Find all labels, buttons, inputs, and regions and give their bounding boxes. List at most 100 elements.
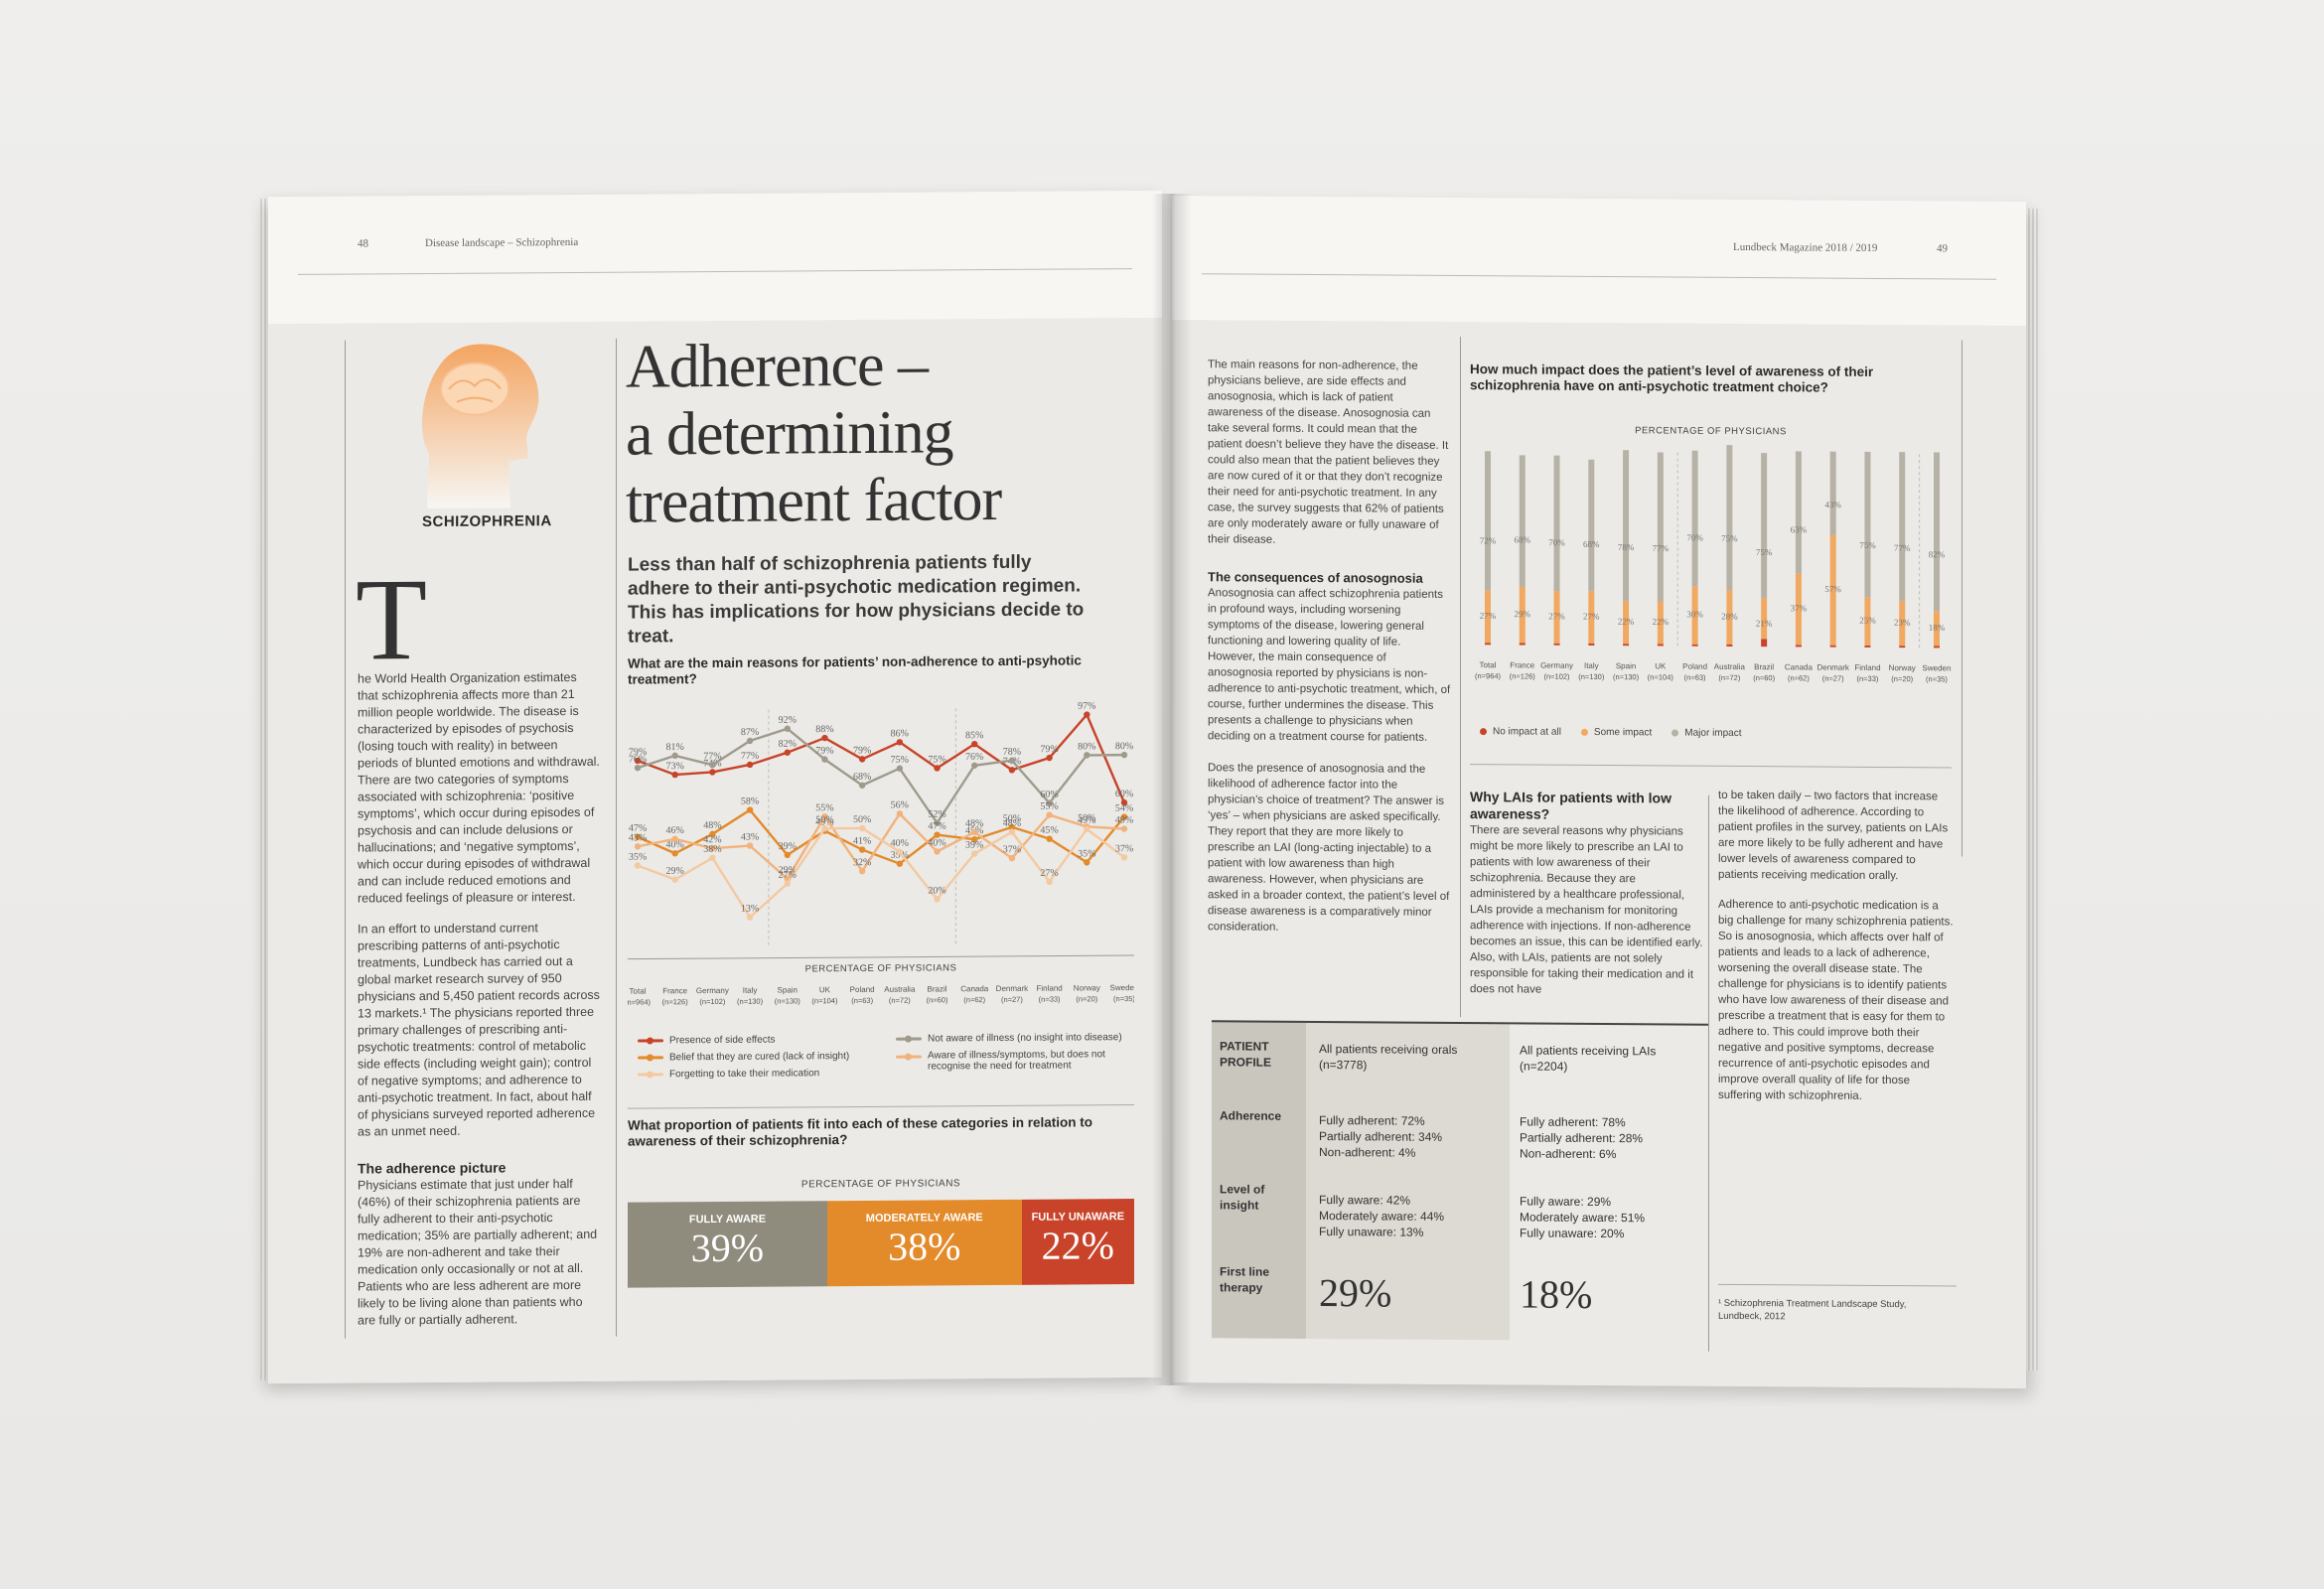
data-point	[1046, 799, 1053, 806]
series-line-0	[637, 712, 1126, 803]
magazine-title: Lundbeck Magazine 2018 / 2019	[1733, 240, 1878, 254]
bar-label-some: 37%	[1791, 603, 1808, 613]
bar-label-major: 82%	[1929, 549, 1946, 559]
bar-label-major: 77%	[1653, 543, 1670, 553]
bar-label-some: 27%	[1583, 612, 1600, 622]
header-rule-right	[1202, 273, 1996, 280]
lais-insight: Fully aware: 29% Moderately aware: 51% Ful…	[1520, 1194, 1646, 1241]
data-label: 79%	[853, 745, 871, 756]
data-label: 35%	[629, 851, 647, 862]
bar-segment	[1934, 646, 1940, 649]
bar-segment	[1588, 591, 1595, 645]
bar-label-some: 18%	[1929, 623, 1946, 633]
data-label: 82%	[779, 739, 797, 750]
legend-no-impact: No impact at all	[1480, 726, 1561, 738]
bar-segment	[1726, 590, 1733, 645]
data-point	[709, 830, 716, 838]
data-point	[896, 765, 904, 772]
tick-label: France	[662, 986, 687, 995]
data-point	[671, 752, 678, 760]
data-label: 50%	[853, 814, 871, 825]
conclusion-paragraph: Adherence to anti-psychotic medication i…	[1718, 898, 1954, 1102]
data-label: 76%	[965, 752, 983, 763]
data-label: 80%	[1115, 741, 1133, 752]
data-point	[1046, 878, 1053, 886]
data-point	[709, 762, 716, 769]
tick-label-n: (n=102)	[699, 997, 726, 1006]
data-point	[934, 848, 941, 855]
tick-label-n: (n=964)	[1475, 671, 1502, 680]
data-label: 86%	[891, 728, 909, 739]
orals-adherence: Fully adherent: 72% Partially adherent: 3…	[1319, 1113, 1443, 1160]
legend-item-belief-cured: Belief that they are cured (lack of insi…	[638, 1051, 896, 1064]
data-point	[746, 737, 754, 745]
series-line-3	[637, 811, 1125, 881]
data-label: 52%	[928, 809, 945, 820]
data-point	[934, 819, 941, 826]
bar-label-some: 27%	[1480, 611, 1497, 621]
data-point	[1120, 798, 1128, 806]
tick-label-n: (n=62)	[963, 995, 985, 1004]
tick-label-n: (n=130)	[1578, 672, 1605, 681]
tick-label-n: (n=130)	[737, 997, 764, 1006]
tick-label: Brazil	[1754, 662, 1774, 671]
tick-label: Total	[1480, 660, 1497, 669]
data-label: 45%	[1040, 825, 1058, 836]
row-label-adherence: Adherence	[1220, 1108, 1282, 1123]
tick-label: Total	[630, 986, 647, 995]
data-label: 58%	[741, 795, 759, 806]
data-label: 92%	[779, 715, 797, 726]
bar-segment	[1761, 598, 1768, 640]
data-label: 32%	[853, 857, 871, 868]
bar-segment	[1726, 445, 1733, 591]
data-point	[1008, 828, 1016, 835]
bar-segment	[1899, 452, 1906, 602]
tick-label: Sweden	[1110, 983, 1134, 992]
bar-segment	[1691, 644, 1698, 647]
tick-label: Australia	[1714, 662, 1746, 671]
data-point	[858, 867, 866, 875]
bar-segment	[1553, 643, 1560, 646]
bar-label-some: 57%	[1824, 584, 1841, 594]
data-point	[1046, 835, 1053, 842]
bar-segment	[1657, 644, 1664, 647]
bar-label-major: 68%	[1583, 539, 1600, 549]
data-label: 87%	[741, 727, 759, 738]
bar-segment	[1519, 455, 1525, 587]
data-point	[971, 835, 978, 843]
lai-column: Why LAIs for patients with low awareness…	[1470, 789, 1703, 999]
data-label: 27%	[1040, 868, 1058, 879]
data-label: 48%	[1003, 818, 1021, 829]
right-page: Lundbeck Magazine 2018 / 2019 49 The mai…	[1172, 195, 2026, 1389]
awareness-segment-2: FULLY UNAWARE 22%	[1021, 1199, 1134, 1285]
tick-label: Denmark	[996, 984, 1029, 993]
tick-label: Sweden	[1923, 663, 1952, 672]
data-point	[971, 828, 978, 836]
data-point	[934, 831, 941, 838]
chart1-legend: Presence of side effects Not aware of il…	[638, 1032, 1144, 1081]
section-title: Disease landscape – Schizophrenia	[425, 235, 579, 250]
data-point	[746, 842, 754, 849]
data-point	[896, 860, 904, 867]
data-label: 40%	[666, 839, 684, 850]
chart2-question: What proportion of patients fit into eac…	[628, 1114, 1093, 1149]
data-label: 41%	[853, 836, 871, 847]
data-point	[1120, 751, 1128, 759]
data-label: 35%	[1078, 848, 1095, 859]
bar-segment	[1864, 451, 1871, 598]
data-label: 79%	[815, 746, 833, 757]
data-label: 37%	[1003, 844, 1021, 855]
bar-label-major: 75%	[1859, 540, 1876, 550]
tick-label-n: (n=60)	[927, 995, 948, 1004]
data-label: 29%	[666, 866, 684, 877]
bar-segment	[1623, 601, 1630, 645]
bar-segment	[1485, 643, 1491, 646]
bar-segment	[1829, 534, 1836, 646]
right-body-column-3: to be taken daily – two factors that inc…	[1718, 788, 1957, 1105]
data-point	[1084, 859, 1090, 866]
lai-paragraph: There are several reasons why physicians…	[1470, 824, 1703, 996]
tick-label: Denmark	[1816, 663, 1849, 672]
data-label: 49%	[1115, 814, 1133, 825]
data-point	[858, 824, 866, 832]
data-point	[1046, 754, 1053, 762]
